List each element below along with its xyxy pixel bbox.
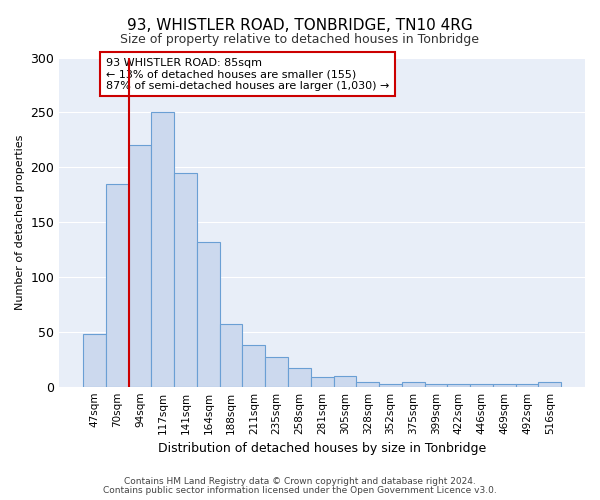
Bar	[242, 345, 265, 387]
Bar	[197, 242, 220, 386]
Bar	[515, 384, 538, 386]
Bar	[106, 184, 129, 386]
Bar	[470, 384, 493, 386]
X-axis label: Distribution of detached houses by size in Tonbridge: Distribution of detached houses by size …	[158, 442, 486, 455]
Bar	[356, 382, 379, 386]
Text: 93, WHISTLER ROAD, TONBRIDGE, TN10 4RG: 93, WHISTLER ROAD, TONBRIDGE, TN10 4RG	[127, 18, 473, 32]
Bar	[538, 382, 561, 386]
Bar	[448, 384, 470, 386]
Bar	[379, 384, 402, 386]
Bar	[402, 382, 425, 386]
Text: Contains public sector information licensed under the Open Government Licence v3: Contains public sector information licen…	[103, 486, 497, 495]
Bar	[311, 377, 334, 386]
Bar	[425, 384, 448, 386]
Bar	[151, 112, 174, 386]
Text: 93 WHISTLER ROAD: 85sqm
← 13% of detached houses are smaller (155)
87% of semi-d: 93 WHISTLER ROAD: 85sqm ← 13% of detache…	[106, 58, 389, 90]
Bar	[288, 368, 311, 386]
Bar	[493, 384, 515, 386]
Bar	[220, 324, 242, 386]
Text: Contains HM Land Registry data © Crown copyright and database right 2024.: Contains HM Land Registry data © Crown c…	[124, 477, 476, 486]
Bar	[265, 357, 288, 386]
Bar	[83, 334, 106, 386]
Text: Size of property relative to detached houses in Tonbridge: Size of property relative to detached ho…	[121, 32, 479, 46]
Bar	[174, 172, 197, 386]
Y-axis label: Number of detached properties: Number of detached properties	[15, 134, 25, 310]
Bar	[129, 146, 151, 386]
Bar	[334, 376, 356, 386]
